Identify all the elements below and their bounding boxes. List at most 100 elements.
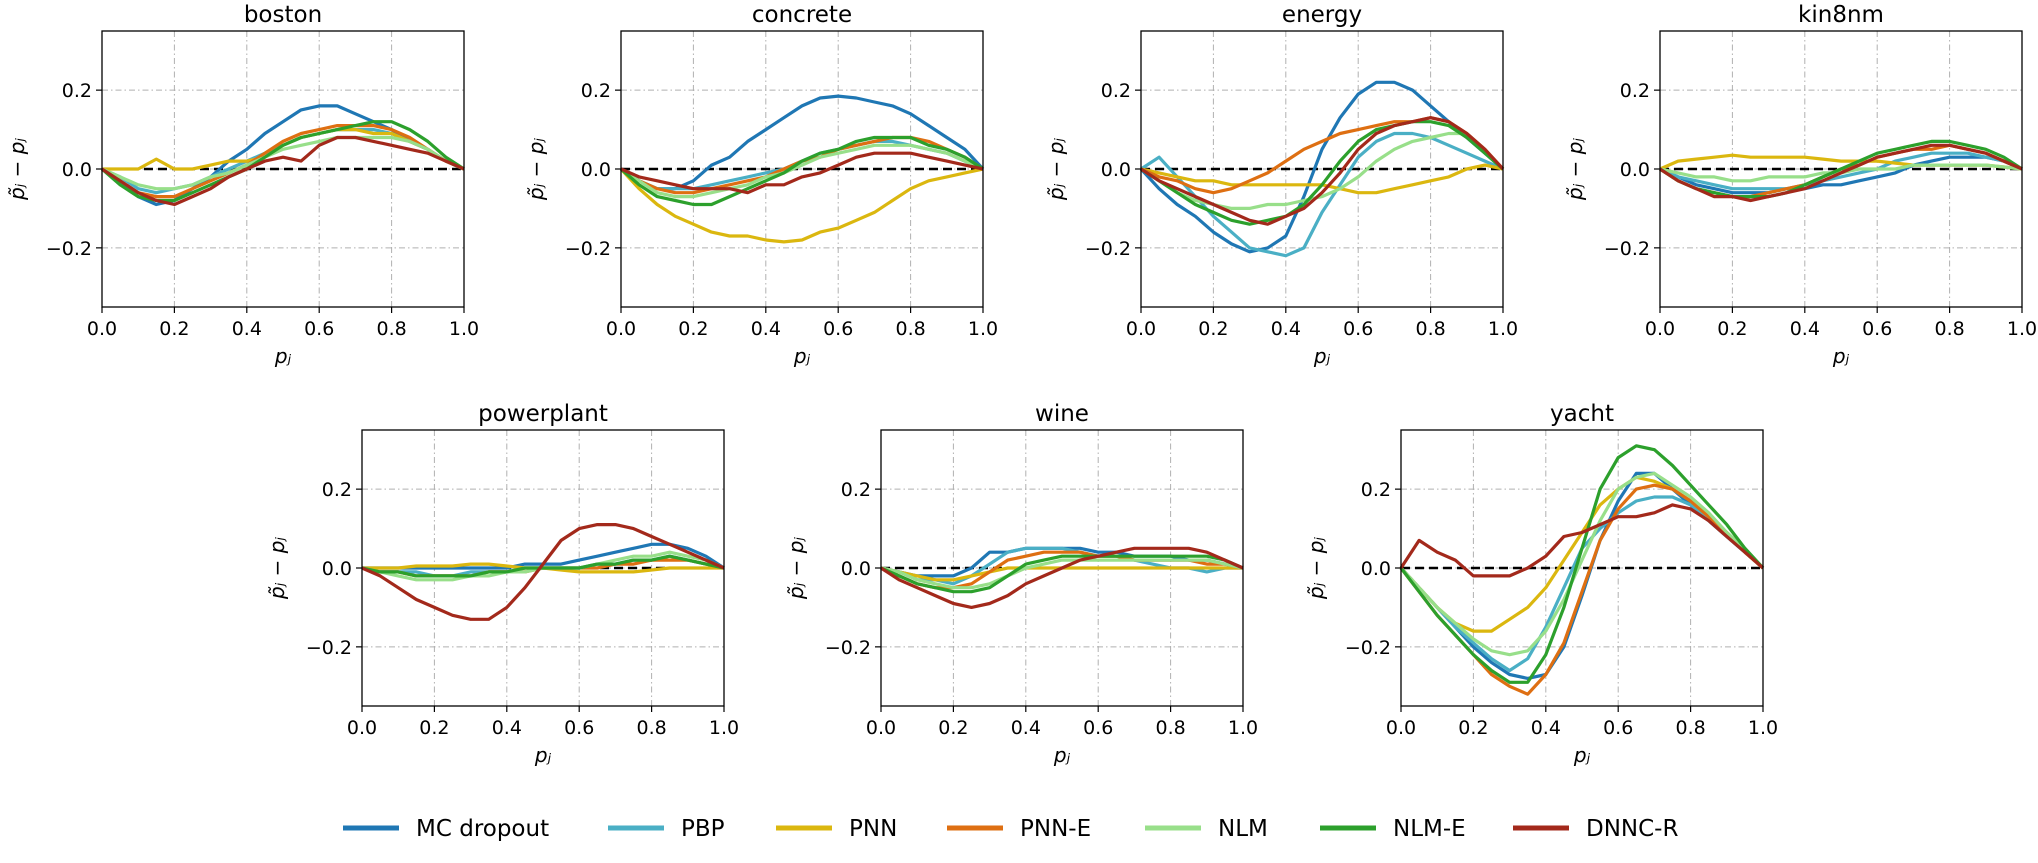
x-tick-label: 1.0: [1228, 717, 1258, 739]
y-tick-label: −0.2: [565, 238, 611, 260]
x-tick-label: 1.0: [1748, 717, 1778, 739]
series-line-dnnc-r: [620, 151, 984, 195]
legend-item-pbp: PBP: [608, 816, 725, 842]
series-line-pnn: [1399, 475, 1765, 633]
x-tick-label: 0.6: [304, 318, 334, 340]
y-tick-label: 0.2: [581, 80, 611, 102]
series-line-pbp: [1659, 151, 2023, 191]
y-tick-label: 0.0: [841, 558, 871, 580]
y-axis-label: p̃ⱼ − pⱼ: [1304, 537, 1328, 600]
legend-item-mc-dropout: MC dropout: [343, 816, 549, 842]
y-axis-label: p̃ⱼ − pⱼ: [265, 537, 289, 600]
series-line-nlm-e: [1399, 444, 1765, 684]
y-tick-label: −0.2: [1345, 637, 1391, 659]
x-tick-label: 0.6: [1083, 717, 1113, 739]
legend-item-nlm: NLM: [1145, 816, 1268, 842]
x-tick-label: 0.6: [564, 717, 594, 739]
x-tick-label: 0.4: [492, 717, 522, 739]
series-line-dnnc-r: [101, 135, 465, 207]
series-line-nlm-e: [880, 554, 1244, 594]
x-axis-label: pⱼ: [534, 743, 552, 767]
y-axis-label: p̃ⱼ − pⱼ: [1044, 138, 1068, 201]
y-tick-label: 0.0: [322, 558, 352, 580]
x-tick-label: 0.2: [1458, 717, 1488, 739]
x-tick-label: 0.2: [419, 717, 449, 739]
x-tick-label: 1.0: [449, 318, 479, 340]
y-tick-label: 0.2: [1361, 479, 1391, 501]
series-line-nlm-e: [361, 554, 725, 578]
y-tick-label: 0.0: [1361, 558, 1391, 580]
y-tick-label: 0.2: [62, 80, 92, 102]
y-tick-label: −0.2: [1085, 238, 1131, 260]
x-axis-label: pⱼ: [1573, 743, 1591, 767]
x-tick-label: 0.2: [678, 318, 708, 340]
legend-label: NLM-E: [1393, 816, 1466, 842]
series-line-pnn-e: [1399, 483, 1765, 696]
panel-wine: 0.0 0.2 0.4 0.6 0.8 1.0 −0.2 0.0 0.2 wine pⱼ p̃ⱼ − …: [784, 401, 1258, 767]
x-axis-label: pⱼ: [793, 344, 811, 368]
series-line-nlm: [101, 135, 465, 191]
series-line-nlm: [620, 143, 984, 199]
series-line-pbp: [1399, 495, 1765, 673]
series-line-nlm: [1140, 131, 1505, 210]
x-tick-label: 0.0: [606, 318, 636, 340]
x-tick-label: 0.8: [895, 318, 925, 340]
y-tick-label: 0.0: [1620, 159, 1650, 181]
panel-powerplant: 0.0 0.2 0.4 0.6 0.8 1.0 −0.2 0.0 0.2 powerplant pⱼ…: [265, 401, 739, 767]
x-tick-label: 0.4: [1271, 318, 1301, 340]
x-tick-label: 0.2: [159, 318, 189, 340]
panel-energy: 0.0 0.2 0.4 0.6 0.8 1.0 −0.2 0.0 0.2 energy pⱼ p̃ⱼ …: [1044, 2, 1518, 368]
x-tick-label: 0.2: [938, 717, 968, 739]
series-line-mc-dropout: [1139, 80, 1505, 254]
x-axis-label: pⱼ: [1313, 344, 1331, 368]
x-tick-label: 0.8: [636, 717, 666, 739]
grid: [102, 31, 464, 307]
y-tick-label: −0.2: [46, 238, 92, 260]
panel-title: wine: [1035, 401, 1089, 427]
x-tick-label: 0.6: [1343, 318, 1373, 340]
series-line-pnn: [619, 167, 984, 244]
y-tick-label: 0.2: [841, 479, 871, 501]
series-line-dnnc-r: [1659, 143, 2023, 203]
panel-title: energy: [1282, 2, 1362, 28]
x-tick-label: 1.0: [1488, 318, 1518, 340]
series-line-nlm-e: [619, 135, 984, 207]
panel-title: yacht: [1550, 401, 1614, 427]
legend-label: MC dropout: [416, 816, 549, 842]
y-axis-label: p̃ⱼ − pⱼ: [1563, 138, 1587, 201]
x-tick-label: 0.0: [1386, 717, 1416, 739]
series-line-nlm: [1399, 471, 1765, 657]
y-tick-label: −0.2: [306, 637, 352, 659]
x-tick-label: 1.0: [2007, 318, 2037, 340]
x-axis-label: pⱼ: [1053, 743, 1071, 767]
y-tick-label: 0.2: [322, 479, 352, 501]
y-tick-label: 0.0: [581, 159, 611, 181]
series-line-nlm: [880, 558, 1244, 590]
x-tick-label: 0.4: [1011, 717, 1041, 739]
legend-item-nlm-e: NLM-E: [1320, 816, 1466, 842]
legend-label: DNNC-R: [1586, 816, 1678, 842]
panel-title: kin8nm: [1798, 2, 1884, 28]
x-tick-label: 0.8: [376, 318, 406, 340]
x-tick-label: 0.0: [87, 318, 117, 340]
x-axis-label: pⱼ: [274, 344, 292, 368]
x-tick-label: 0.4: [751, 318, 781, 340]
panel-title: powerplant: [478, 401, 608, 427]
x-tick-label: 0.2: [1198, 318, 1228, 340]
x-tick-label: 0.8: [1675, 717, 1705, 739]
y-axis-label: p̃ⱼ − pⱼ: [5, 138, 29, 201]
series-line-dnnc-r: [880, 546, 1244, 610]
legend-label: NLM: [1218, 816, 1268, 842]
x-tick-label: 1.0: [968, 318, 998, 340]
x-tick-label: 0.6: [823, 318, 853, 340]
grid: [1141, 31, 1503, 307]
y-tick-label: 0.2: [1101, 80, 1131, 102]
legend-label: PNN-E: [1020, 816, 1091, 842]
grid: [621, 31, 983, 307]
legend-item-pnn-e: PNN-E: [947, 816, 1091, 842]
series-line-mc-dropout: [1659, 155, 2023, 195]
y-tick-label: −0.2: [1604, 238, 1650, 260]
y-tick-label: 0.2: [1620, 80, 1650, 102]
x-tick-label: 0.4: [1531, 717, 1561, 739]
